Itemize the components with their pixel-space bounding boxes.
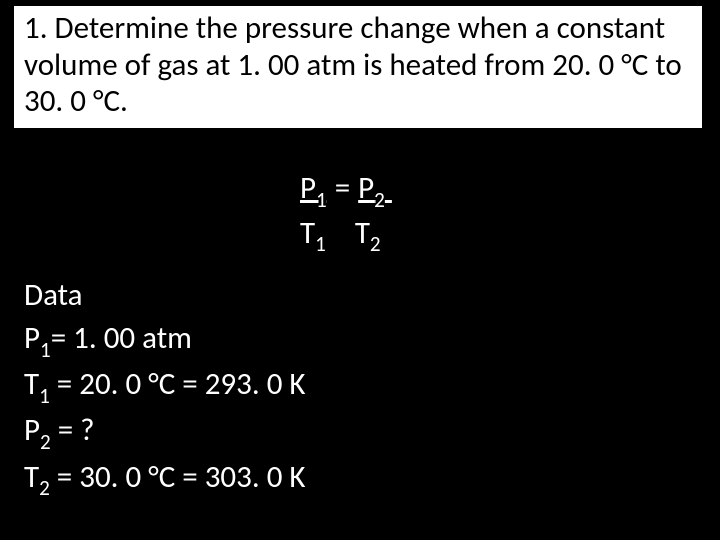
data-sub: 1	[40, 337, 51, 363]
formula-right-numerator: P2	[358, 168, 392, 213]
data-var: T	[24, 365, 39, 403]
data-sub: 2	[40, 429, 51, 455]
data-sub: 1	[39, 383, 50, 409]
formula-left-numerator: P1	[300, 168, 327, 213]
p2-var: P	[358, 169, 374, 207]
formula-left-denominator: T1	[300, 213, 326, 258]
denominator-spacer	[334, 213, 341, 258]
formula-denominator-row: T1 T2	[300, 213, 392, 258]
p1-sub: 1	[316, 187, 327, 213]
problem-box: 1. Determine the pressure change when a …	[14, 6, 702, 128]
data-var: T	[24, 458, 39, 496]
problem-text: 1. Determine the pressure change when a …	[24, 10, 692, 120]
formula-numerator-row: P1 = P2	[300, 168, 392, 213]
p1-var: P	[300, 169, 316, 207]
t2-var: T	[355, 214, 370, 252]
data-block: Data P1= 1. 00 atm T1 = 20. 0 °C = 293. …	[24, 274, 306, 502]
data-rest: = 30. 0 °C = 303. 0 K	[50, 458, 306, 496]
slide-root: 1. Determine the pressure change when a …	[0, 0, 720, 540]
data-rest: = 1. 00 atm	[51, 319, 192, 357]
data-line: P1= 1. 00 atm	[24, 317, 306, 363]
data-rest: = ?	[51, 411, 95, 449]
formula: P1 = P2 T1 T2	[300, 168, 392, 257]
data-line: T2 = 30. 0 °C = 303. 0 K	[24, 456, 306, 502]
data-sub: 2	[39, 475, 50, 501]
data-line: T1 = 20. 0 °C = 293. 0 K	[24, 363, 306, 409]
data-line: P2 = ?	[24, 409, 306, 455]
formula-right-denominator: T2	[355, 213, 381, 258]
t1-sub: 1	[315, 231, 326, 257]
t2-sub: 2	[370, 231, 381, 257]
p2-sub: 2	[374, 187, 385, 213]
data-var: P	[24, 411, 40, 449]
equals-sign: =	[335, 168, 350, 213]
t1-var: T	[300, 214, 315, 252]
data-var: P	[24, 319, 40, 357]
data-heading: Data	[24, 274, 306, 317]
data-rest: = 20. 0 °C = 293. 0 K	[50, 365, 306, 403]
